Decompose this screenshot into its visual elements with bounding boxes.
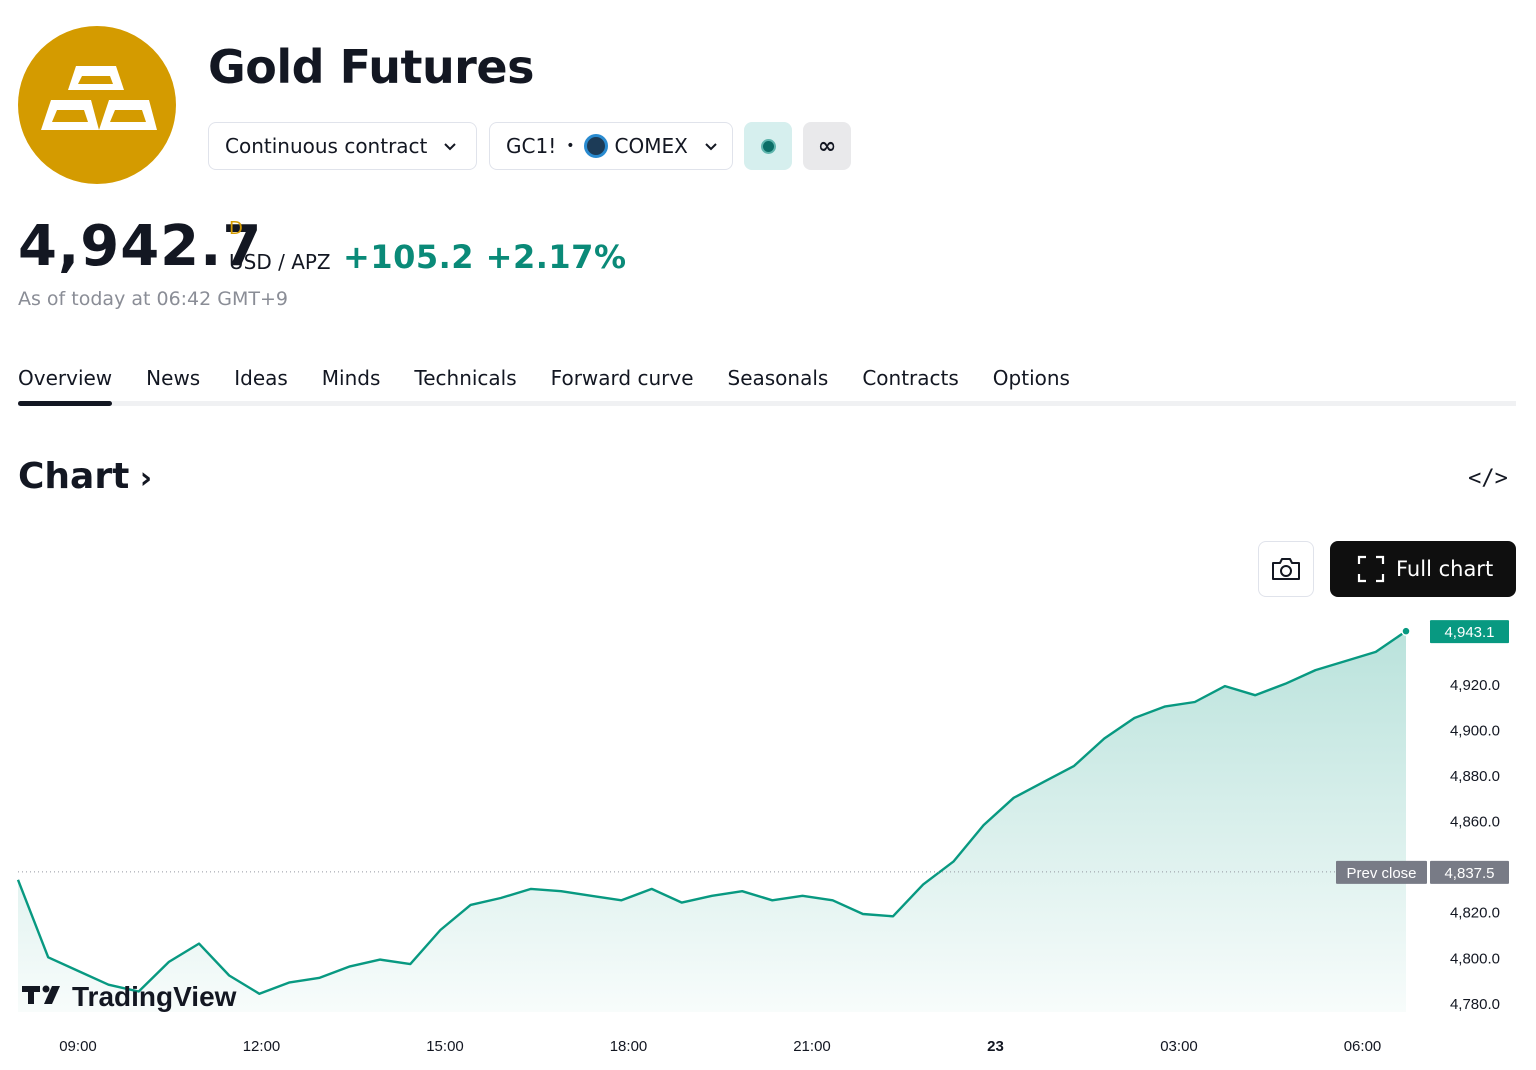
market-status-button[interactable]	[744, 122, 792, 170]
price-chart[interactable]: 4,780.04,800.04,820.04,840.04,860.04,880…	[0, 600, 1536, 1070]
tradingview-logo-icon	[22, 985, 60, 1004]
chart-section-link[interactable]: Chart ›	[18, 456, 152, 497]
x-tick-label: 09:00	[59, 1038, 97, 1055]
continuous-contract-button[interactable]: ∞	[803, 122, 851, 170]
symbol-label: GC1!	[506, 134, 557, 158]
exchange-icon	[584, 134, 609, 158]
fullscreen-icon	[1357, 555, 1385, 583]
symbol-exchange-dropdown[interactable]: GC1! • COMEX	[489, 122, 733, 170]
price-line	[16, 630, 1407, 995]
tab-technicals[interactable]: Technicals	[414, 366, 517, 390]
chevron-down-icon	[705, 143, 717, 151]
y-tick-label: 4,820.0	[1450, 905, 1500, 922]
gold-bars-icon	[41, 66, 157, 130]
prev-close-tag-label: Prev close	[1346, 865, 1416, 882]
x-tick-label: 03:00	[1160, 1038, 1198, 1055]
camera-icon	[1272, 558, 1300, 580]
last-price-marker	[1401, 626, 1411, 636]
tab-overview[interactable]: Overview	[18, 364, 113, 406]
full-chart-button[interactable]: Full chart	[1330, 541, 1516, 597]
embed-code-icon[interactable]: </>	[1468, 465, 1508, 491]
prev-close-tag	[1336, 860, 1427, 884]
y-tick-label: 4,900.0	[1450, 722, 1500, 739]
last-price-badge	[1430, 620, 1509, 644]
page-title: Gold Futures	[208, 40, 534, 94]
chart-heading-label: Chart	[18, 456, 130, 497]
chevron-right-icon: ›	[129, 461, 153, 496]
price-period-badge: D	[229, 218, 243, 239]
full-chart-label: Full chart	[1396, 557, 1494, 581]
exchange-label: COMEX	[614, 134, 688, 158]
tab-minds[interactable]: Minds	[321, 366, 381, 390]
screenshot-button[interactable]	[1258, 541, 1314, 597]
separator-dot: •	[566, 138, 575, 154]
chevron-down-icon	[444, 143, 457, 151]
contract-type-dropdown[interactable]: Continuous contract	[208, 122, 477, 170]
price-change-pct: +2.17%	[485, 238, 627, 276]
x-tick-label: 21:00	[793, 1038, 831, 1055]
contract-type-label: Continuous contract	[225, 134, 428, 158]
price-currency: USD / APZ	[229, 250, 331, 274]
tab-options[interactable]: Options	[992, 366, 1070, 390]
infinity-icon: ∞	[817, 133, 837, 159]
tradingview-wordmark: TradingView	[72, 981, 237, 1012]
x-tick-label: 18:00	[610, 1038, 648, 1055]
tabs-underline-track	[18, 401, 1516, 406]
tab-forward-curve[interactable]: Forward curve	[550, 366, 694, 390]
tradingview-watermark: TradingView	[22, 981, 237, 1012]
price-change: +105.2 +2.17%	[343, 238, 627, 276]
tab-contracts[interactable]: Contracts	[862, 366, 959, 390]
market-status-dot-icon	[762, 140, 774, 152]
as-of-timestamp: As of today at 06:42 GMT+9	[18, 288, 289, 310]
y-tick-label: 4,920.0	[1450, 677, 1500, 694]
tab-news[interactable]: News	[146, 366, 201, 390]
tab-ideas[interactable]: Ideas	[234, 366, 288, 390]
section-tabs: Overview News Ideas Minds Technicals For…	[18, 364, 1104, 406]
y-tick-label: 4,880.0	[1450, 768, 1500, 785]
prev-close-badge-label: 4,837.5	[1444, 865, 1494, 882]
y-tick-label: 4,780.0	[1450, 996, 1500, 1013]
gold-futures-logo	[18, 26, 176, 184]
y-tick-label: 4,800.0	[1450, 950, 1500, 967]
last-price-badge-label: 4,943.1	[1444, 624, 1494, 641]
x-tick-label: 23	[987, 1038, 1004, 1055]
price-area-fill	[18, 631, 1406, 1012]
tab-seasonals[interactable]: Seasonals	[727, 366, 829, 390]
x-tick-label: 15:00	[426, 1038, 464, 1055]
x-tick-label: 06:00	[1344, 1038, 1382, 1055]
last-price: 4,942.7	[18, 214, 263, 279]
x-tick-label: 12:00	[243, 1038, 281, 1055]
y-tick-label: 4,860.0	[1450, 814, 1500, 831]
prev-close-badge	[1430, 860, 1509, 884]
price-change-abs: +105.2	[343, 238, 475, 276]
